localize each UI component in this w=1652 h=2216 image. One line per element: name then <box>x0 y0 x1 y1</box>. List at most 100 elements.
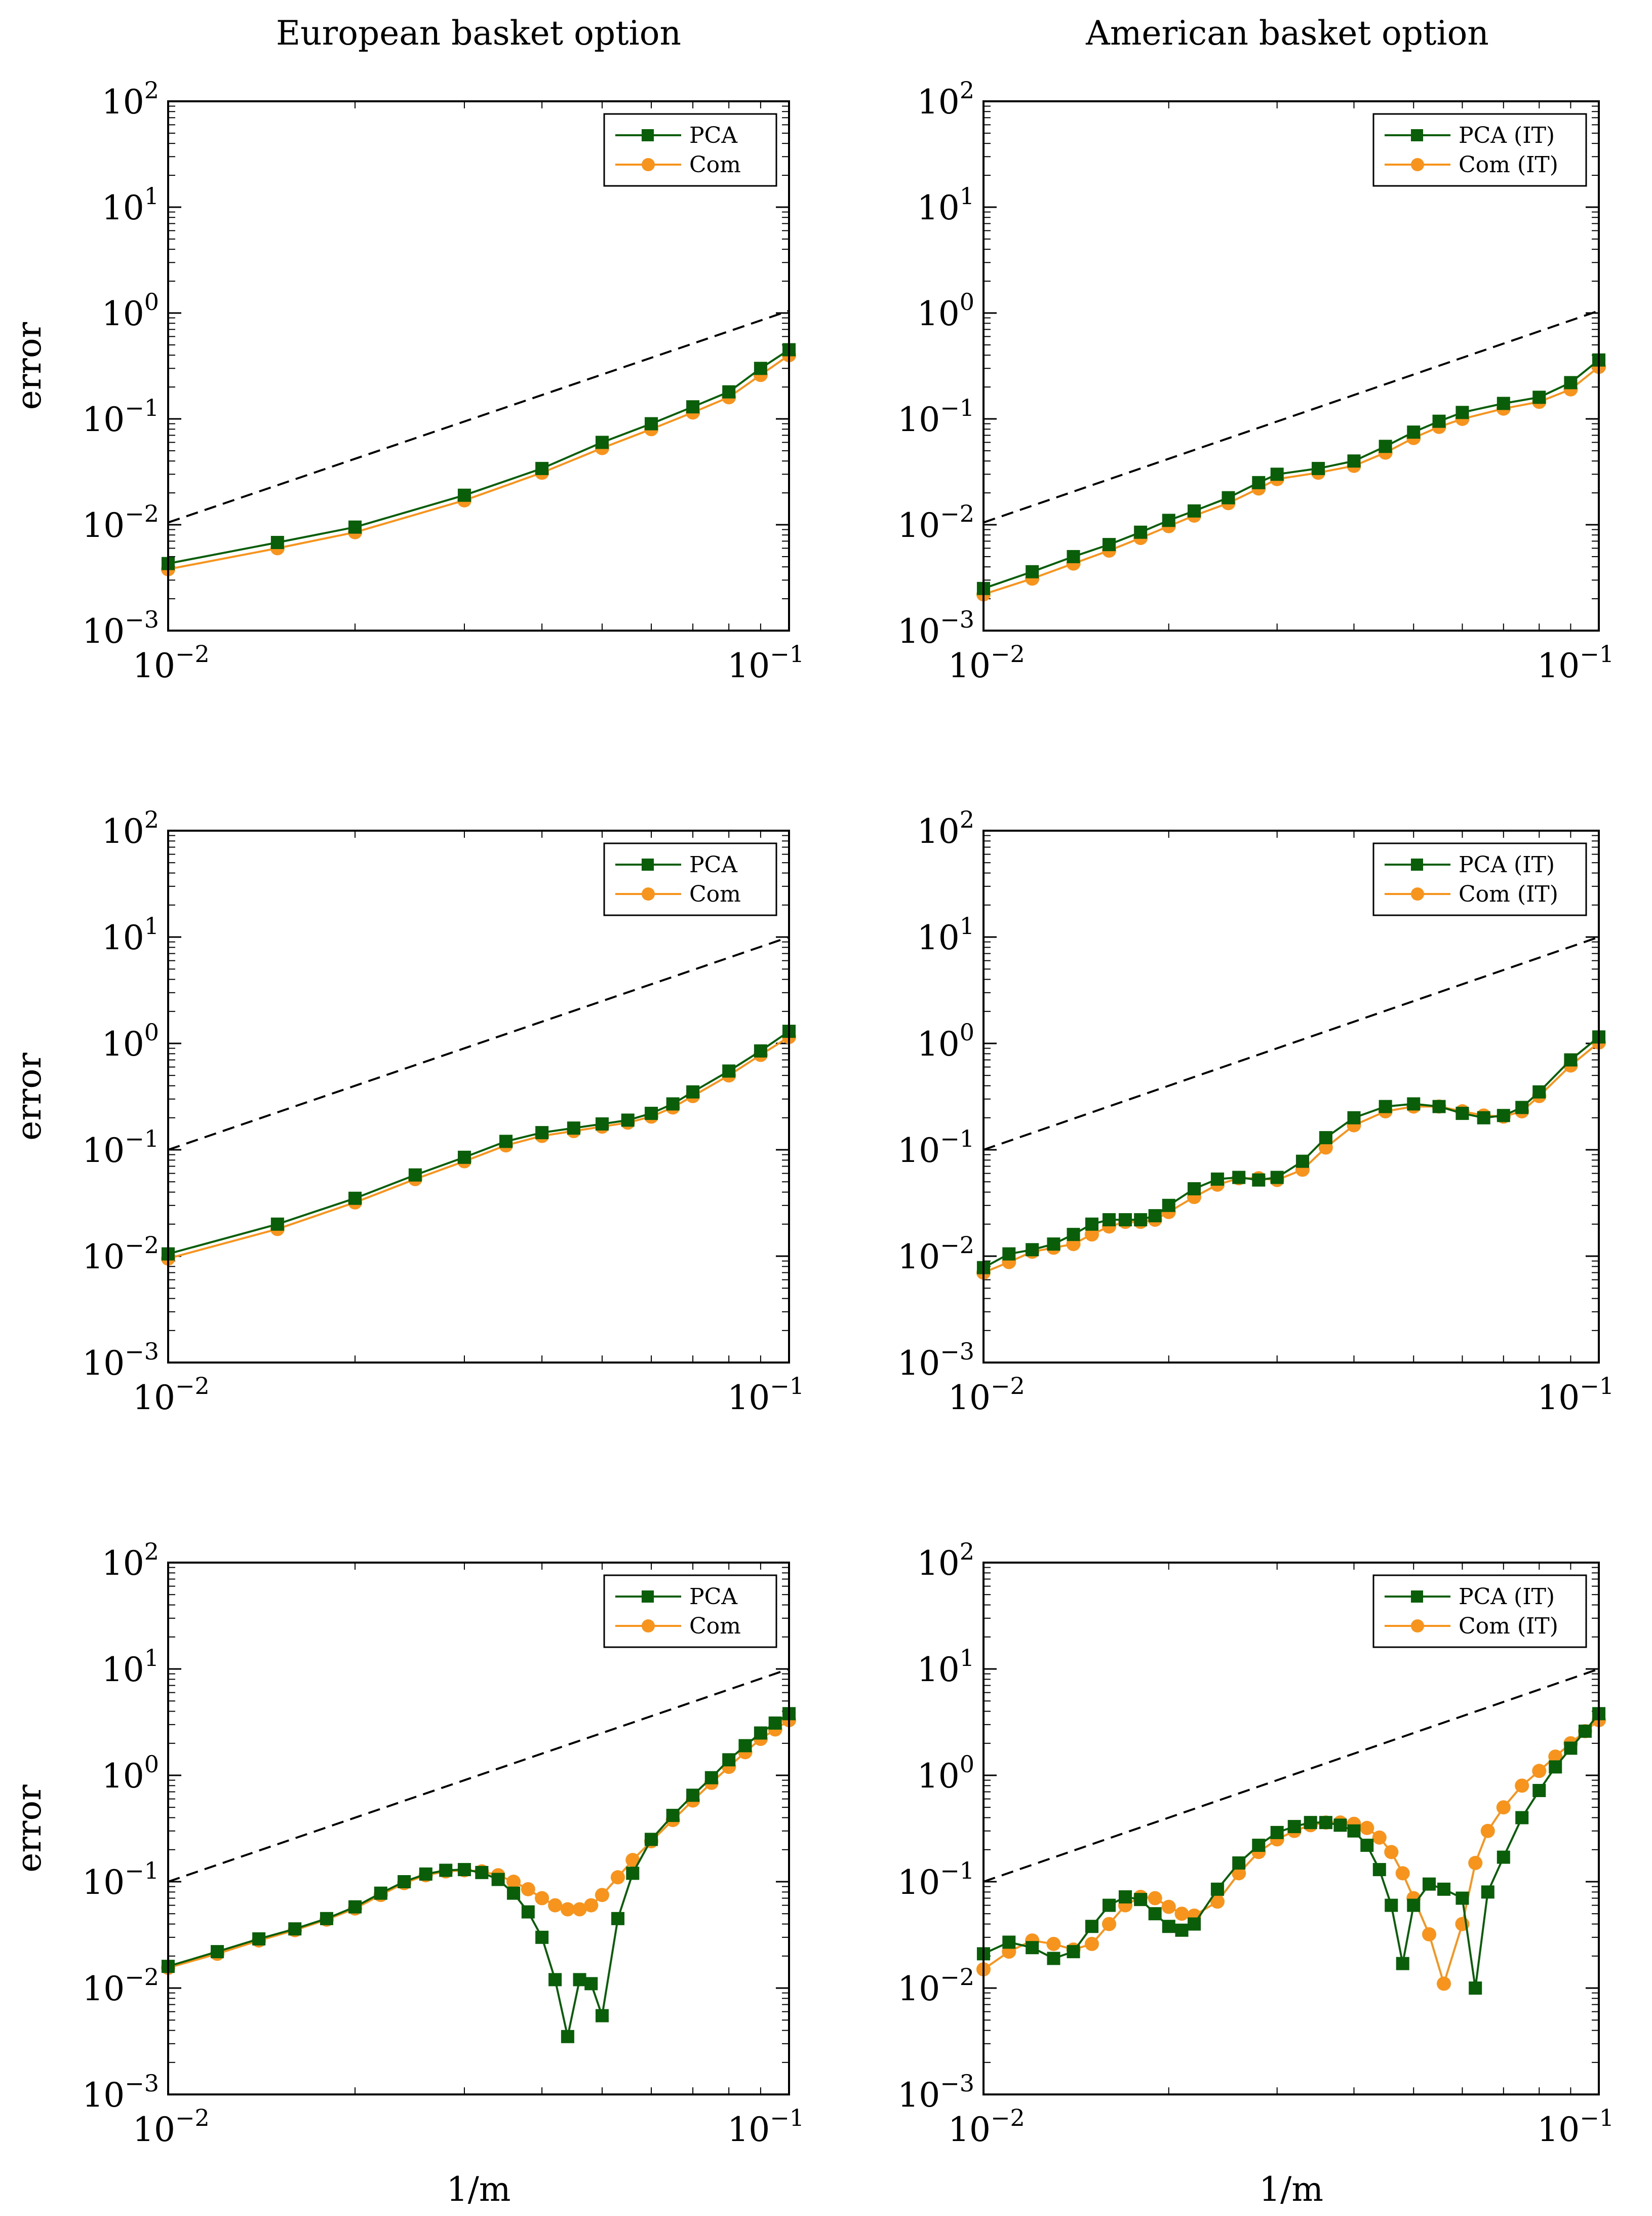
data-point-pca <box>1232 1856 1246 1870</box>
x-tick-label: 10−2 <box>133 640 210 685</box>
data-point-pca <box>1002 1935 1016 1949</box>
data-point-com <box>560 1902 575 1917</box>
legend-marker-square <box>1411 129 1423 141</box>
legend-label: PCA (IT) <box>1459 852 1555 878</box>
x-tick-label: 10−2 <box>948 2104 1025 2149</box>
legend-box <box>603 1574 777 1648</box>
data-point-pca <box>645 417 658 431</box>
data-point-com <box>1084 1227 1099 1242</box>
data-point-pca <box>595 436 609 449</box>
y-tick-label: 102 <box>102 1538 159 1583</box>
data-point-pca <box>666 1809 680 1822</box>
data-point-pca <box>1564 376 1578 390</box>
legend-marker-circle <box>642 887 655 901</box>
legend-box <box>1372 113 1587 187</box>
data-point-pca <box>1270 1825 1284 1839</box>
series-line-com <box>168 1719 790 1969</box>
data-point-pca <box>408 1168 422 1182</box>
data-point-pca <box>666 1097 680 1111</box>
legend-label: PCA (IT) <box>1459 123 1555 148</box>
data-point-com <box>1084 1936 1099 1951</box>
data-point-pca <box>320 1912 333 1925</box>
y-tick-label: 10−2 <box>82 1963 159 2008</box>
data-point-pca <box>1532 1783 1546 1797</box>
data-point-com <box>1046 1936 1061 1951</box>
data-point-pca <box>1232 1171 1246 1184</box>
data-point-pca <box>1456 406 1469 419</box>
data-point-pca <box>521 1905 535 1919</box>
legend-label: Com (IT) <box>1459 1613 1558 1639</box>
legend-box <box>603 113 777 187</box>
data-point-pca <box>1134 525 1148 539</box>
data-point-pca <box>768 1716 782 1730</box>
data-point-pca <box>722 385 736 399</box>
data-point-pca <box>1319 1816 1332 1830</box>
reference-slope-line <box>168 1668 790 1883</box>
data-point-pca <box>1456 1891 1469 1905</box>
data-point-pca <box>457 1863 471 1877</box>
legend-marker-circle <box>1411 158 1424 171</box>
x-tick-label: 10−1 <box>727 640 804 685</box>
y-tick-label: 10−2 <box>897 1231 974 1276</box>
data-point-pca <box>1188 504 1201 518</box>
y-tick-label: 102 <box>917 806 974 851</box>
legend-label: Com <box>689 152 741 178</box>
data-point-pca <box>722 1753 736 1767</box>
data-point-pca <box>1162 1198 1175 1212</box>
legend-marker-square <box>642 129 654 141</box>
y-tick-label: 100 <box>917 288 974 333</box>
data-point-pca <box>1210 1172 1224 1186</box>
axes-frame <box>982 1562 1600 2095</box>
column-title-american: American basket option <box>1085 14 1489 53</box>
data-point-pca <box>270 1217 284 1231</box>
y-tick-label: 10−1 <box>897 1125 974 1170</box>
column-title-european: European basket option <box>276 14 681 53</box>
data-point-pca <box>1422 1877 1436 1891</box>
legend-marker-square <box>642 859 654 871</box>
data-point-pca <box>1134 1893 1148 1907</box>
y-tick-label: 101 <box>102 912 159 957</box>
y-tick-label: 102 <box>102 76 159 122</box>
data-point-pca <box>1481 1885 1494 1899</box>
data-point-com <box>1422 1927 1436 1941</box>
y-tick-label: 10−1 <box>897 394 974 439</box>
data-point-pca <box>1407 1097 1421 1111</box>
data-point-pca <box>645 1833 658 1846</box>
data-point-pca <box>686 400 700 414</box>
y-tick-label: 100 <box>102 288 159 333</box>
data-point-pca <box>1134 1213 1148 1227</box>
y-tick-label: 102 <box>917 1538 974 1583</box>
legend: PCA (IT) Com (IT) <box>1372 842 1587 916</box>
data-point-com <box>535 1891 549 1906</box>
data-point-pca <box>491 1873 505 1886</box>
data-point-pca <box>1385 1898 1398 1912</box>
reference-slope-line <box>983 1668 1599 1883</box>
series-line-pca <box>168 348 790 565</box>
data-point-pca <box>1162 514 1175 527</box>
y-tick-label: 10−2 <box>897 500 974 545</box>
axes-frame <box>167 830 790 1364</box>
x-tick-label: 10−2 <box>948 1372 1025 1417</box>
data-point-pca <box>1333 1818 1347 1832</box>
data-point-pca <box>1497 1850 1510 1864</box>
y-tick-label: 10−1 <box>897 1857 974 1902</box>
data-point-pca <box>1347 1111 1361 1124</box>
data-point-pca <box>535 461 549 475</box>
data-point-com <box>625 1853 640 1868</box>
data-point-pca <box>1379 1100 1392 1113</box>
series-line-pca <box>168 1030 790 1255</box>
data-point-pca <box>1188 1182 1201 1195</box>
data-point-com <box>1480 1823 1495 1838</box>
data-point-pca <box>1067 550 1080 563</box>
data-point-pca <box>1312 461 1325 475</box>
data-point-pca <box>1515 1811 1529 1824</box>
y-tick-label: 100 <box>917 1019 974 1064</box>
data-point-pca <box>1304 1816 1317 1830</box>
legend-label: Com <box>689 1613 741 1639</box>
data-point-pca <box>567 1121 580 1135</box>
data-point-pca <box>1347 1824 1361 1838</box>
